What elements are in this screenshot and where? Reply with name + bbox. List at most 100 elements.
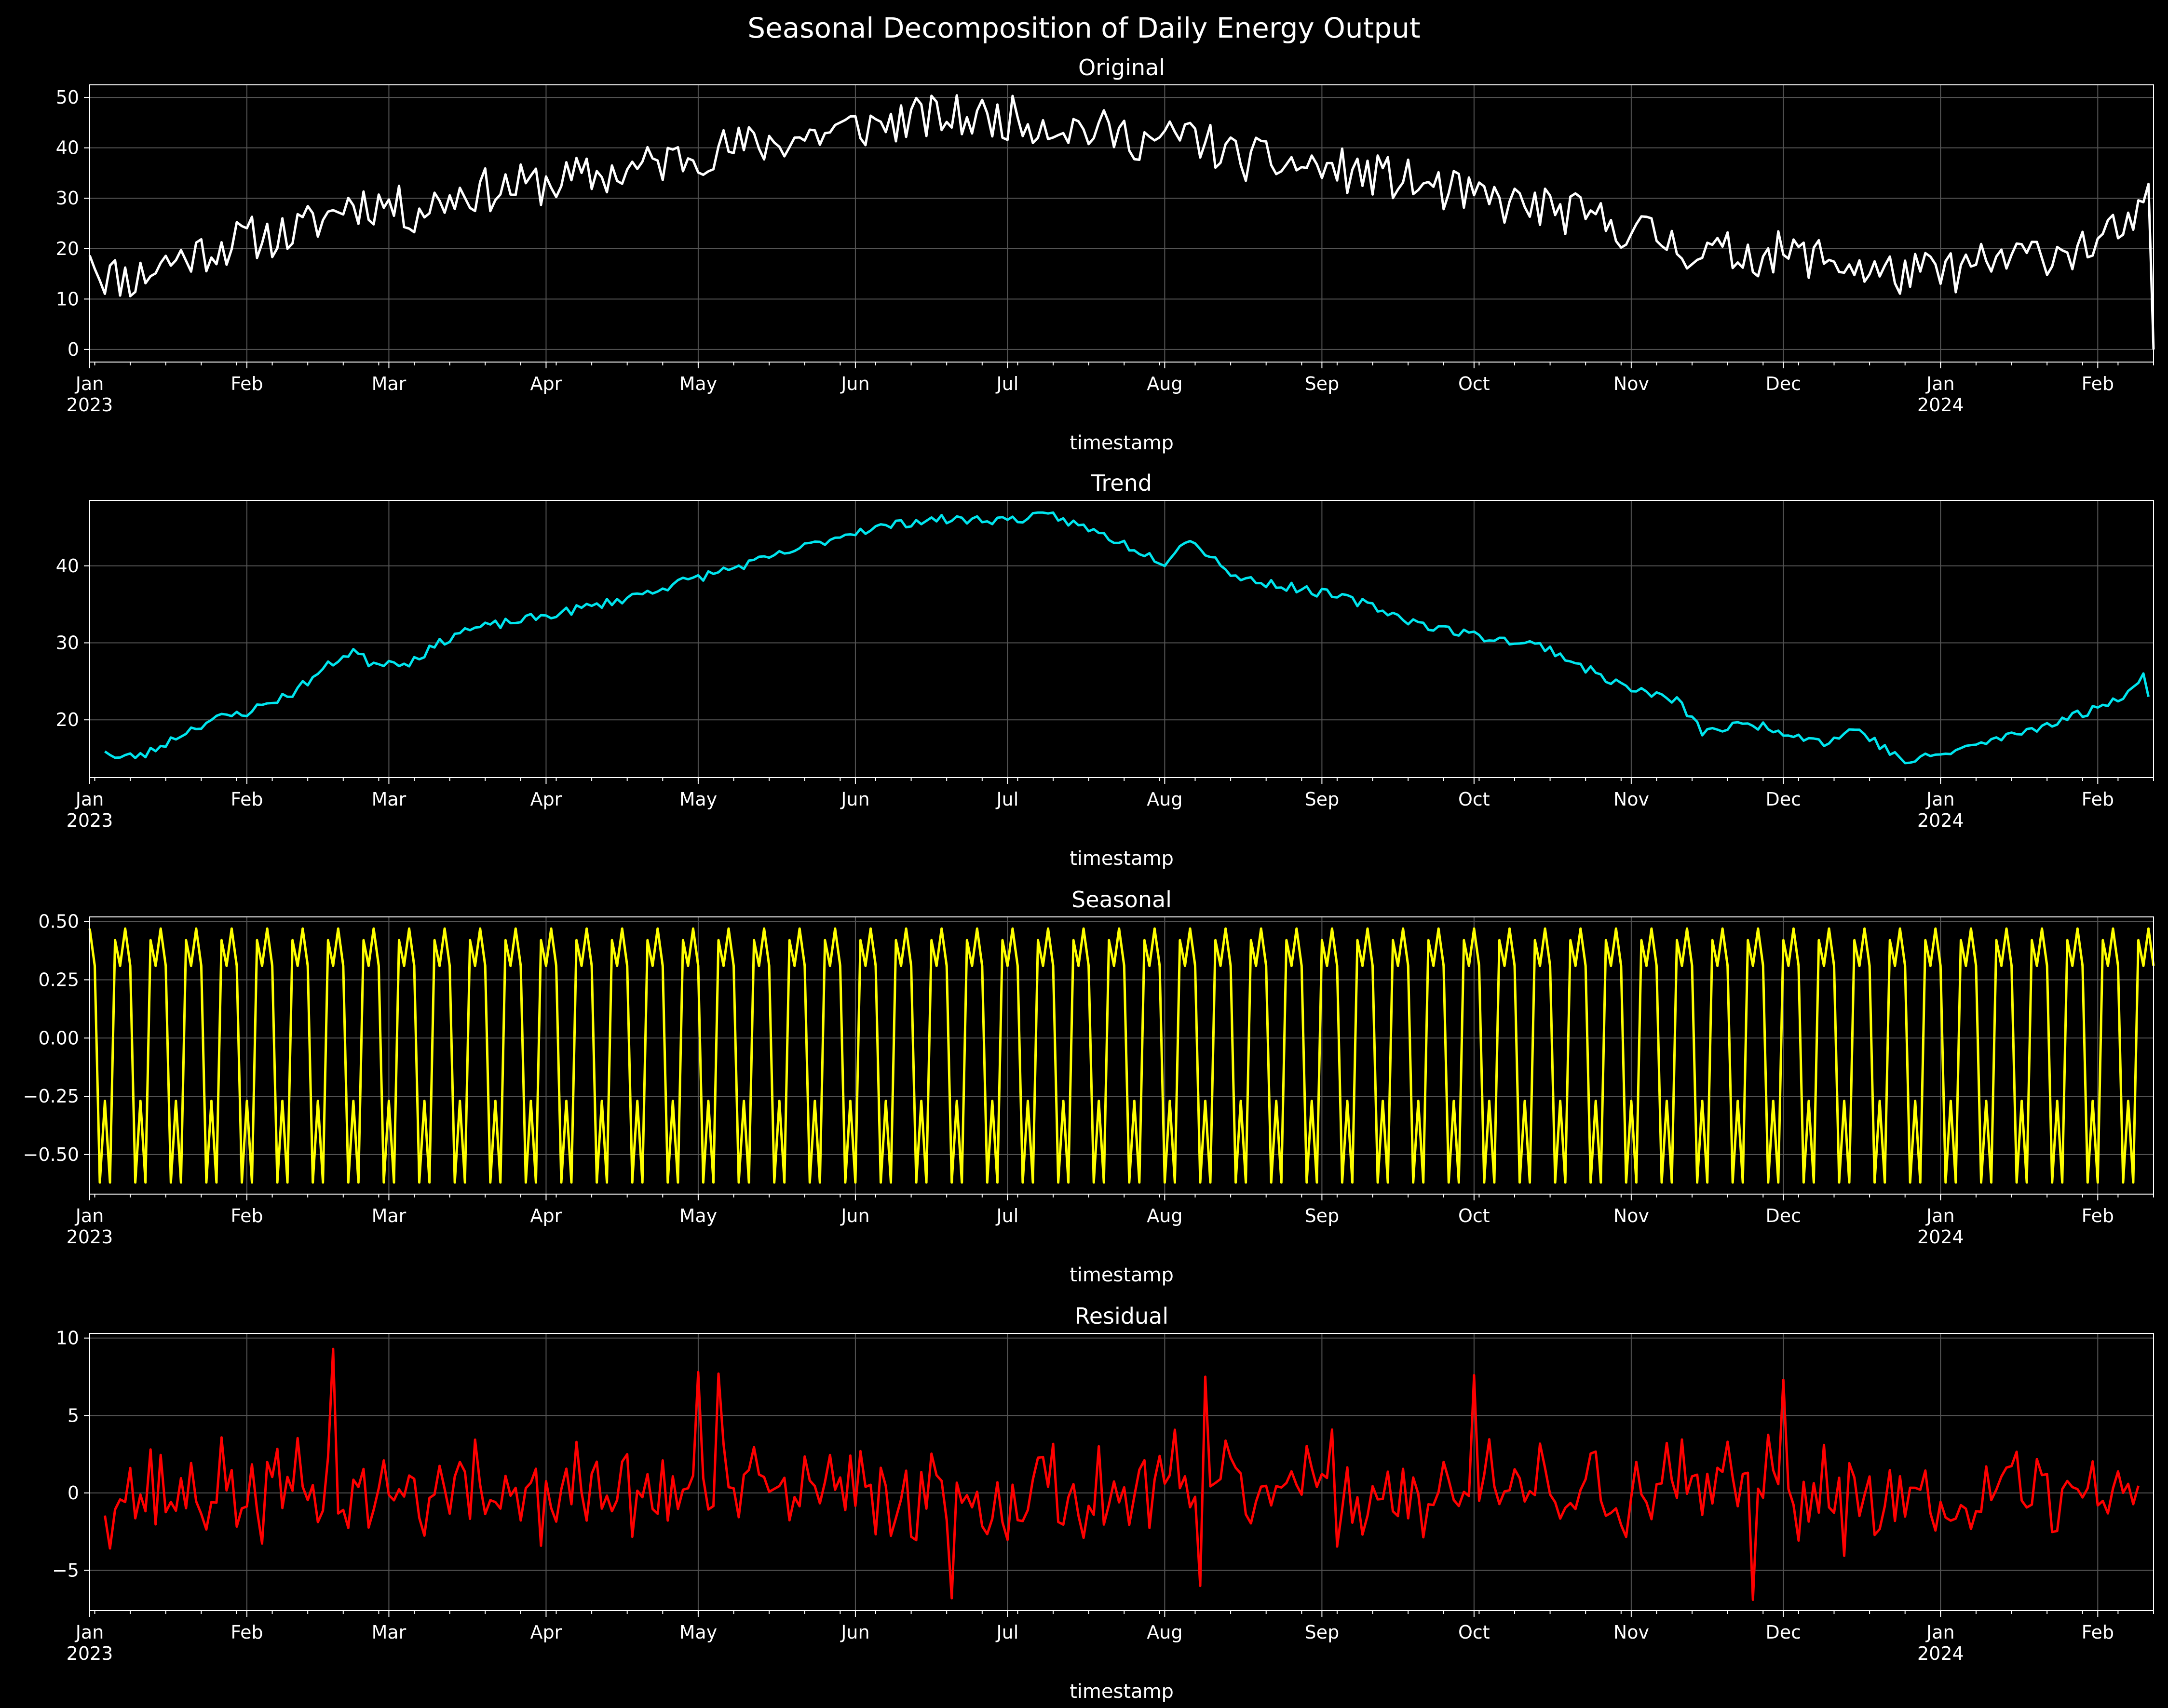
original-xtick-label-12: Jan [1925, 373, 1955, 394]
seasonal-axes-frame [89, 916, 2154, 1195]
original-xtick-label-7: Aug [1147, 373, 1182, 394]
seasonal-xtick-label-9: Oct [1458, 1205, 1490, 1226]
trend-xtick-label-3: Apr [530, 789, 562, 810]
original-xtick-label-13: Feb [2082, 373, 2114, 394]
residual-xtick-label-2: Mar [372, 1622, 406, 1643]
residual-xtick-label-0: Jan [75, 1622, 104, 1643]
residual-ytick-label-3: 10 [56, 1328, 79, 1349]
seasonal-xtick-label-7: Aug [1147, 1205, 1182, 1226]
trend-ytick-label-0: 20 [56, 709, 79, 730]
seasonal-ytick-label-1: −0.25 [23, 1086, 79, 1107]
seasonal-xtick-label-10: Nov [1613, 1205, 1649, 1226]
residual-xtick-label-3: Apr [530, 1622, 562, 1643]
residual-xtick-year-12: 2024 [1917, 1643, 1964, 1664]
seasonal-ytick-label-3: 0.25 [38, 969, 79, 990]
seasonal-xtick-label-3: Apr [530, 1205, 562, 1226]
seasonal-panel: Seasonal−0.50−0.250.000.250.50Jan2023Feb… [23, 887, 2155, 1286]
trend-axes-frame [89, 500, 2154, 778]
original-xtick-label-10: Nov [1613, 373, 1649, 394]
original-xtick-label-3: Apr [530, 373, 562, 394]
residual-ytick-label-2: 5 [68, 1405, 79, 1426]
seasonal-xlabel: timestamp [1070, 1264, 1174, 1286]
original-xtick-label-1: Feb [230, 373, 263, 394]
trend-xtick-label-11: Dec [1766, 789, 1802, 810]
residual-xtick-label-1: Feb [230, 1622, 263, 1643]
trend-xtick-label-0: Jan [75, 789, 104, 810]
original-xtick-label-8: Sep [1305, 373, 1340, 394]
residual-xtick-label-10: Nov [1613, 1622, 1649, 1643]
residual-xtick-label-12: Jan [1925, 1622, 1955, 1643]
residual-xtick-label-13: Feb [2082, 1622, 2114, 1643]
seasonal-xtick-year-12: 2024 [1917, 1226, 1964, 1248]
residual-xlabel: timestamp [1070, 1681, 1174, 1703]
residual-xtick-label-6: Jul [995, 1622, 1018, 1643]
seasonal-series-line [88, 927, 2155, 1184]
original-xtick-year-12: 2024 [1917, 394, 1964, 416]
original-xtick-label-9: Oct [1458, 373, 1490, 394]
trend-xtick-label-6: Jul [995, 789, 1018, 810]
seasonal-xtick-label-6: Jul [995, 1205, 1018, 1226]
seasonal-xtick-label-13: Feb [2082, 1205, 2114, 1226]
seasonal-xtick-label-0: Jan [75, 1205, 104, 1226]
seasonal-xtick-label-12: Jan [1925, 1205, 1955, 1226]
trend-xlabel: timestamp [1070, 847, 1174, 870]
seasonal-xtick-label-11: Dec [1766, 1205, 1802, 1226]
trend-xtick-label-4: May [679, 789, 718, 810]
trend-xtick-label-9: Oct [1458, 789, 1490, 810]
trend-ytick-label-1: 30 [56, 632, 79, 653]
residual-xtick-label-11: Dec [1766, 1622, 1802, 1643]
residual-ytick-label-0: −5 [52, 1560, 79, 1581]
seasonal-xtick-label-2: Mar [372, 1205, 406, 1226]
figure-title: Seasonal Decomposition of Daily Energy O… [747, 12, 1420, 44]
residual-xtick-label-4: May [679, 1622, 718, 1643]
residual-panel-title: Residual [1075, 1303, 1168, 1329]
trend-panel-title: Trend [1091, 470, 1152, 496]
residual-xtick-label-8: Sep [1305, 1622, 1340, 1643]
trend-xtick-label-8: Sep [1305, 789, 1340, 810]
residual-xtick-label-7: Aug [1147, 1622, 1182, 1643]
trend-xtick-label-5: Jun [840, 789, 869, 810]
original-xtick-label-11: Dec [1766, 373, 1802, 394]
trend-xtick-label-10: Nov [1613, 789, 1649, 810]
original-series-line [88, 94, 2155, 350]
original-ytick-label-0: 0 [68, 339, 79, 360]
residual-ytick-label-1: 0 [68, 1482, 79, 1504]
trend-xtick-year-12: 2024 [1917, 810, 1964, 831]
trend-ytick-label-2: 40 [56, 555, 79, 577]
seasonal-xtick-label-5: Jun [840, 1205, 869, 1226]
original-ytick-label-2: 20 [56, 238, 79, 259]
trend-xtick-label-13: Feb [2082, 789, 2114, 810]
original-ytick-label-4: 40 [56, 137, 79, 159]
original-ytick-label-3: 30 [56, 188, 79, 209]
trend-series-line [104, 511, 2150, 765]
original-xtick-label-0: Jan [75, 373, 104, 394]
residual-axes-frame [89, 1333, 2154, 1611]
original-ytick-label-1: 10 [56, 288, 79, 309]
seasonal-xtick-label-1: Feb [230, 1205, 263, 1226]
trend-xtick-year-0: 2023 [67, 810, 113, 831]
original-panel-title: Original [1078, 54, 1165, 81]
original-xlabel: timestamp [1070, 432, 1174, 454]
original-xtick-label-4: May [679, 373, 718, 394]
seasonal-ytick-label-2: 0.00 [38, 1027, 79, 1049]
original-axes-frame [89, 84, 2154, 363]
residual-xtick-year-0: 2023 [67, 1643, 113, 1664]
trend-xtick-label-2: Mar [372, 789, 406, 810]
seasonal-xtick-year-0: 2023 [67, 1226, 113, 1248]
original-xtick-label-5: Jun [840, 373, 869, 394]
seasonal-ytick-label-4: 0.50 [38, 911, 79, 932]
seasonal-ytick-label-0: −0.50 [23, 1144, 79, 1165]
seasonal-panel-title: Seasonal [1071, 887, 1172, 913]
trend-xtick-label-7: Aug [1147, 789, 1182, 810]
original-ytick-label-5: 50 [56, 87, 79, 108]
seasonal-xtick-label-8: Sep [1305, 1205, 1340, 1226]
residual-xtick-label-9: Oct [1458, 1622, 1490, 1643]
original-xtick-year-0: 2023 [67, 394, 113, 416]
residual-series-line [104, 1347, 2140, 1601]
